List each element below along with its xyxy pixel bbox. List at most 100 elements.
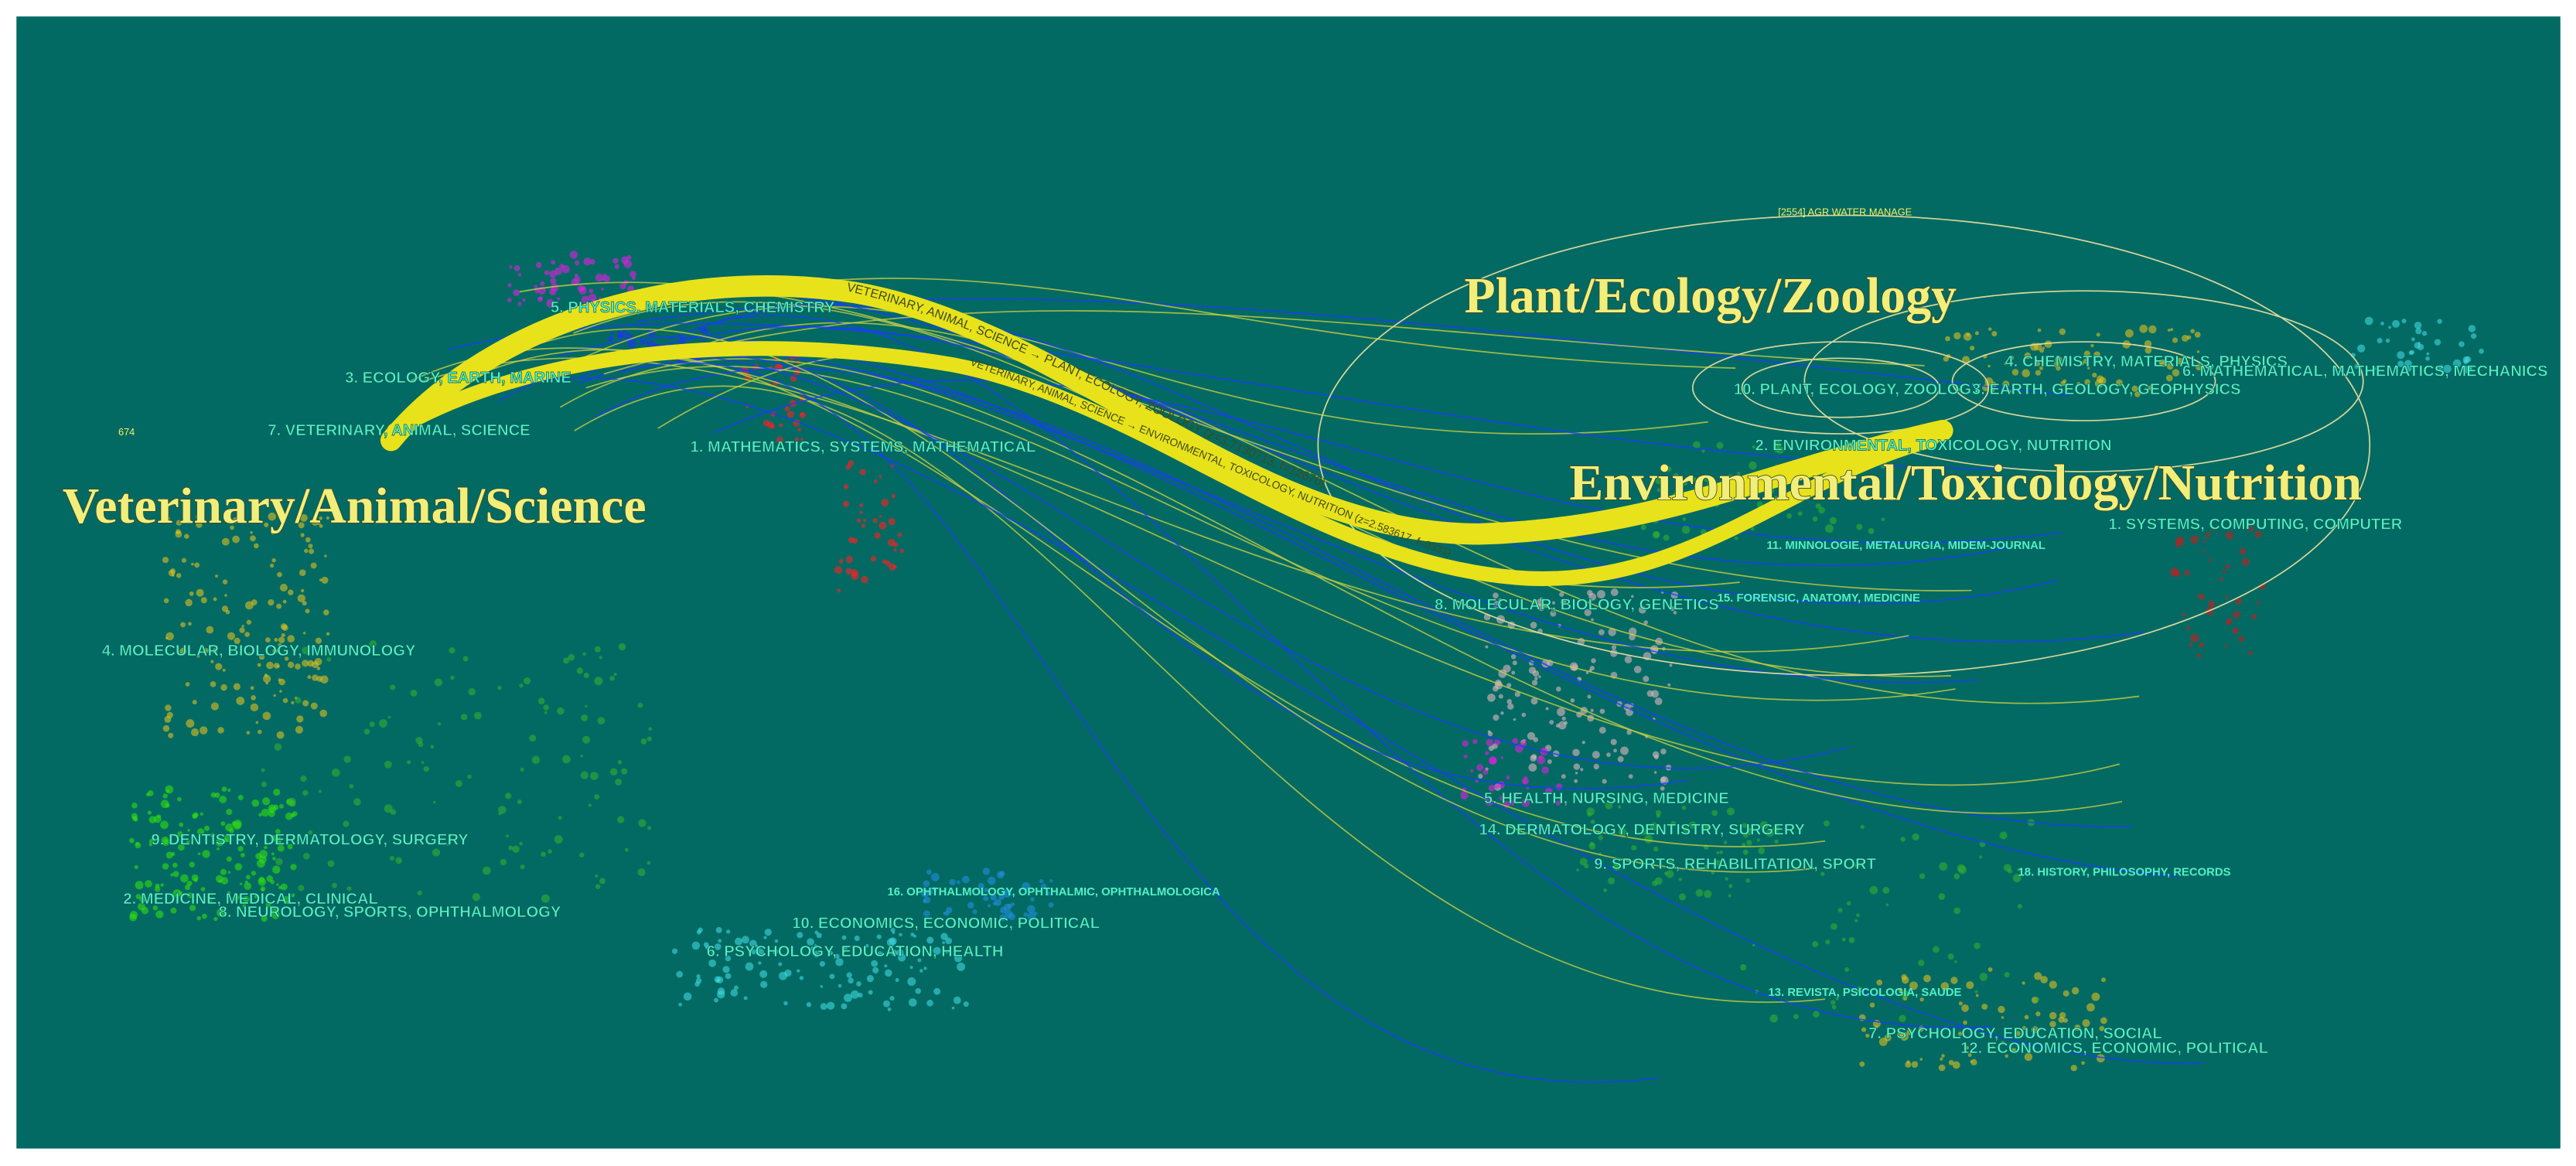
dot: [277, 571, 282, 578]
dot: [172, 862, 178, 868]
dot: [1958, 1031, 1963, 1036]
dot: [1610, 738, 1617, 745]
dot: [2058, 1016, 2065, 1023]
dot: [1544, 786, 1553, 795]
dot: [363, 728, 370, 735]
dot: [2208, 558, 2213, 562]
dot: [2196, 350, 2200, 353]
dot: [2015, 1031, 2021, 1036]
dot: [841, 1003, 848, 1010]
dot: [949, 878, 956, 886]
dot: [251, 695, 256, 701]
dot: [784, 406, 790, 412]
dot: [1701, 449, 1705, 453]
dot: [581, 714, 589, 721]
dot: [541, 851, 546, 857]
dot: [2009, 355, 2015, 360]
dot: [1974, 942, 1981, 950]
dot: [1742, 832, 1749, 838]
dot: [2407, 366, 2412, 372]
dot: [1560, 599, 1567, 605]
dot: [467, 774, 472, 779]
dot: [326, 657, 332, 662]
dot: [2434, 339, 2441, 346]
dot: [2049, 1021, 2056, 1028]
dot: [1590, 819, 1595, 824]
dot: [944, 911, 950, 916]
dot: [854, 935, 860, 941]
dot: [920, 969, 923, 973]
dot: [177, 830, 183, 837]
dot: [1758, 847, 1766, 854]
dot: [1900, 837, 1906, 842]
dot: [1970, 1060, 1974, 1063]
dot: [390, 809, 397, 816]
dot: [601, 288, 605, 291]
dot: [250, 535, 256, 542]
dot: [1818, 506, 1825, 514]
dot: [331, 768, 340, 777]
dot: [316, 520, 321, 525]
dot: [763, 936, 767, 939]
dot: [390, 684, 396, 690]
dot: [437, 722, 442, 726]
dot: [2194, 332, 2201, 338]
dot: [1749, 461, 1757, 470]
dot: [1514, 691, 1520, 697]
dot: [987, 876, 996, 885]
dot: [1581, 741, 1585, 745]
dot: [1590, 708, 1594, 712]
dot: [2392, 319, 2400, 328]
dot: [2166, 363, 2174, 370]
dot: [2259, 583, 2266, 590]
cluster-label: 8. MOLECULAR, BIOLOGY, GENETICS: [1435, 596, 1719, 613]
dot: [1990, 387, 1995, 393]
dot: [1589, 666, 1595, 671]
dot: [1665, 465, 1672, 472]
dot: [300, 533, 305, 537]
dot: [269, 806, 275, 812]
dot: [897, 532, 902, 537]
dot: [1704, 864, 1709, 870]
dot: [1643, 676, 1650, 683]
dot: [430, 745, 435, 749]
dot: [1462, 740, 1469, 747]
dot: [1905, 1061, 1912, 1068]
dot: [246, 731, 251, 735]
dot: [389, 855, 395, 861]
dot: [797, 428, 801, 432]
dot: [162, 839, 169, 847]
dot: [210, 833, 216, 838]
dot: [233, 819, 242, 828]
dot: [2159, 360, 2167, 367]
dot: [1941, 1054, 1945, 1058]
dot: [434, 678, 443, 687]
dot: [189, 905, 196, 912]
dot: [549, 270, 557, 278]
dot: [2232, 627, 2239, 635]
dot: [2034, 972, 2042, 980]
dot: [2131, 385, 2138, 392]
dot: [884, 964, 888, 968]
dot: [2017, 868, 2021, 871]
dot: [215, 838, 224, 847]
dot: [874, 532, 881, 539]
dot: [1470, 769, 1474, 773]
cluster-label: 5. PHYSICS, MATERIALS, CHEMISTRY: [551, 299, 835, 316]
second-path-band: [387, 341, 1939, 586]
dot: [892, 564, 897, 569]
dot: [185, 598, 193, 607]
dot: [2091, 992, 2100, 1001]
dot: [262, 711, 271, 721]
dot: [933, 946, 941, 955]
dot: [1734, 536, 1738, 540]
dot: [1932, 946, 1940, 953]
dot: [1498, 598, 1503, 602]
dot: [395, 857, 402, 864]
dot: [1538, 675, 1541, 678]
dot: [2421, 331, 2428, 336]
dot: [2364, 316, 2373, 326]
dot: [513, 265, 520, 271]
dot: [2040, 976, 2048, 984]
dot: [619, 282, 626, 290]
